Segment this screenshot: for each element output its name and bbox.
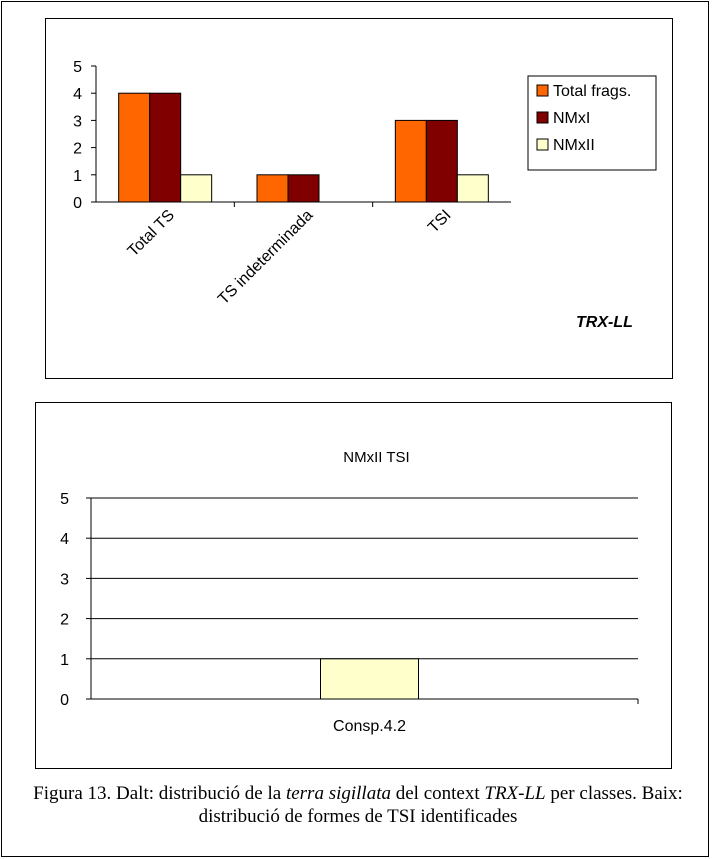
caption-term: terra sigillata [285, 783, 391, 804]
chart-top-bar [118, 92, 151, 203]
chart-top-legend-label: NMxII [553, 137, 595, 154]
caption-part-5: per classes. Baix: distribució de formes… [198, 783, 683, 827]
chart-top-legend-label: Total frags. [553, 83, 631, 100]
chart-top-annotation: TRX-LL [576, 314, 633, 331]
chart-bottom-gridlines [91, 497, 638, 660]
chart-top-bars [118, 92, 489, 203]
chart-top-category-label: TS indeterminada [215, 207, 316, 308]
chart-top-bar [425, 119, 458, 203]
caption-part-3: del context [390, 783, 485, 804]
chart-top-legend-swatch [536, 138, 549, 151]
chart-top-category-label: TSI [425, 207, 455, 237]
chart-top-bar [287, 174, 320, 203]
figure-caption: Figura 13. Dalt: distribució de la terra… [10, 782, 706, 828]
chart-bottom-bars [320, 658, 419, 700]
chart-top-bar [394, 119, 427, 203]
chart-top-bar [180, 174, 213, 203]
chart-top-bar [456, 174, 489, 203]
chart-top-legend-swatch [536, 111, 549, 124]
chart-top-tick-labels: 0 1 2 3 4 5 [73, 59, 82, 212]
chart-bottom-bar [320, 658, 419, 700]
chart-top-svg: 0 1 2 3 4 5 Total TS TS indeterminada TSI Total… [73, 59, 657, 331]
chart-top-category-label: Total TS [125, 207, 178, 260]
chart-bottom-category-labels: Consp.4.2 [333, 718, 406, 735]
chart-top: 0 1 2 3 4 5 Total TS TS indeterminada TSI Total… [45, 18, 673, 379]
caption-part-1: Figura 13. Dalt: distribució de la [33, 783, 286, 804]
chart-top-y-tick-label: 1 [73, 168, 82, 185]
chart-bottom-category-label: Consp.4.2 [333, 718, 406, 735]
chart-top-bar [256, 174, 289, 203]
chart-top-legend-label: NMxI [553, 110, 590, 127]
chart-top-y-tick-label: 3 [73, 113, 82, 130]
chart-top-category-labels: Total TS TS indeterminada TSI [125, 207, 455, 308]
chart-top-y-tick-label: 4 [73, 86, 82, 103]
chart-top-legend-box [527, 75, 657, 171]
chart-bottom-svg: NMxII TSI 0 1 2 3 4 5 Consp.4.2 [60, 449, 639, 735]
chart-bottom-tick-labels: 0 1 2 3 4 5 [60, 491, 69, 709]
chart-top-legend: Total frags. NMxI NMxII [527, 75, 657, 171]
chart-bottom-y-tick-label: 0 [60, 692, 69, 709]
chart-bottom: NMxII TSI 0 1 2 3 4 5 Consp.4.2 [35, 402, 672, 769]
chart-bottom-y-tick-label: 2 [60, 612, 69, 629]
chart-bottom-y-tick-label: 5 [60, 491, 69, 508]
chart-top-y-tick-label: 2 [73, 141, 82, 158]
chart-top-legend-swatch [536, 84, 549, 97]
chart-top-y-tick-label: 0 [73, 195, 82, 212]
chart-bottom-y-tick-label: 4 [60, 531, 69, 548]
chart-bottom-y-tick-label: 1 [60, 652, 69, 669]
chart-top-bar [149, 92, 182, 203]
chart-top-y-tick-label: 5 [73, 59, 82, 76]
chart-bottom-y-tick-label: 3 [60, 571, 69, 588]
caption-context: TRX-LL [484, 783, 546, 804]
chart-bottom-title: NMxII TSI [343, 449, 409, 466]
